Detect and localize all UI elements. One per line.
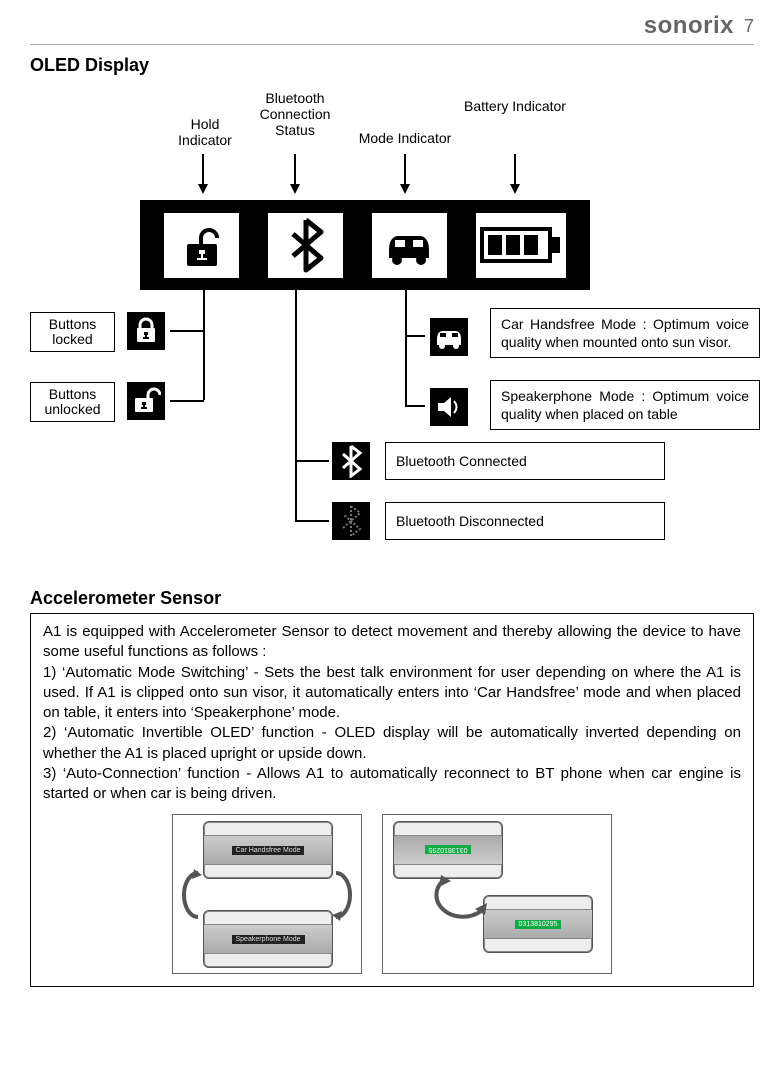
cycle-arrow-left-icon: [178, 865, 214, 925]
bt-disconnected-icon: [338, 504, 364, 538]
bluetooth-icon: [281, 216, 331, 274]
arrow-hold: [198, 154, 208, 194]
oled-icon-lock: [164, 213, 239, 278]
icon-bt-connected: [330, 440, 372, 482]
oled-diagram: Hold Indicator Bluetooth Connection Stat…: [30, 80, 750, 580]
page-number: 7: [744, 16, 754, 37]
icon-speaker-mode: [428, 386, 470, 428]
accel-box: A1 is equipped with Accelerometer Sensor…: [30, 613, 754, 987]
brand-logo: sonorix: [644, 12, 734, 40]
cycle-arrow-right-icon: [320, 865, 356, 925]
arrow-mode: [400, 154, 410, 194]
accel-p3: 3) ‘Auto-Connection’ function - Allows A…: [43, 764, 741, 805]
device-num2: 0313810295: [515, 920, 562, 929]
car-small-icon: [432, 323, 466, 351]
device-num1: 0313810295: [425, 846, 472, 855]
device-label-car: Car Handsfree Mode: [232, 846, 305, 855]
section-oled-title: OLED Display: [30, 55, 754, 76]
label-bt-status: Bluetooth Connection Status: [250, 90, 340, 138]
arrow-bt: [290, 154, 300, 194]
arrow-battery: [510, 154, 520, 194]
label-buttons-locked: Buttons locked: [30, 312, 115, 352]
battery-icon: [480, 223, 562, 267]
label-hold: Hold Indicator: [170, 116, 240, 148]
device-label-speaker: Speakerphone Mode: [232, 935, 305, 944]
unlock-icon: [177, 220, 227, 270]
lock-open-icon: [131, 386, 161, 416]
accel-intro: A1 is equipped with Accelerometer Sensor…: [43, 622, 741, 663]
icon-unlocked: [125, 380, 167, 422]
icon-car-mode: [428, 316, 470, 358]
box-bt-disconnected: Bluetooth Disconnected: [385, 502, 665, 540]
bt-connected-icon: [338, 444, 364, 478]
invert-arrow-icon: [433, 871, 493, 921]
accel-p2: 2) ‘Automatic Invertible OLED’ function …: [43, 723, 741, 764]
accel-p1: 1) ‘Automatic Mode Switching’ - Sets the…: [43, 663, 741, 724]
label-mode: Mode Indicator: [350, 130, 460, 146]
oled-display: [140, 200, 590, 290]
oled-icon-bt: [268, 213, 343, 278]
section-accel-title: Accelerometer Sensor: [30, 588, 754, 609]
label-battery: Battery Indicator: [450, 98, 580, 114]
panel-mode-switch: Car Handsfree Mode Speakerphone Mode: [172, 814, 362, 974]
oled-icon-battery: [476, 213, 566, 278]
oled-icon-car: [372, 213, 447, 278]
label-buttons-unlocked: Buttons unlocked: [30, 382, 115, 422]
box-car-mode: Car Handsfree Mode : Optimum voice quali…: [490, 308, 760, 358]
lock-closed-icon: [131, 316, 161, 346]
box-bt-connected: Bluetooth Connected: [385, 442, 665, 480]
icon-bt-disconnected: [330, 500, 372, 542]
icon-locked: [125, 310, 167, 352]
car-icon: [379, 220, 439, 270]
panel-invert: 0313810295 0313810295: [382, 814, 612, 974]
header-bar: sonorix 7: [30, 12, 754, 45]
speaker-icon: [434, 392, 464, 422]
device-illustrations: Car Handsfree Mode Speakerphone Mode 031…: [43, 814, 741, 974]
box-speaker-mode: Speakerphone Mode : Optimum voice qualit…: [490, 380, 760, 430]
